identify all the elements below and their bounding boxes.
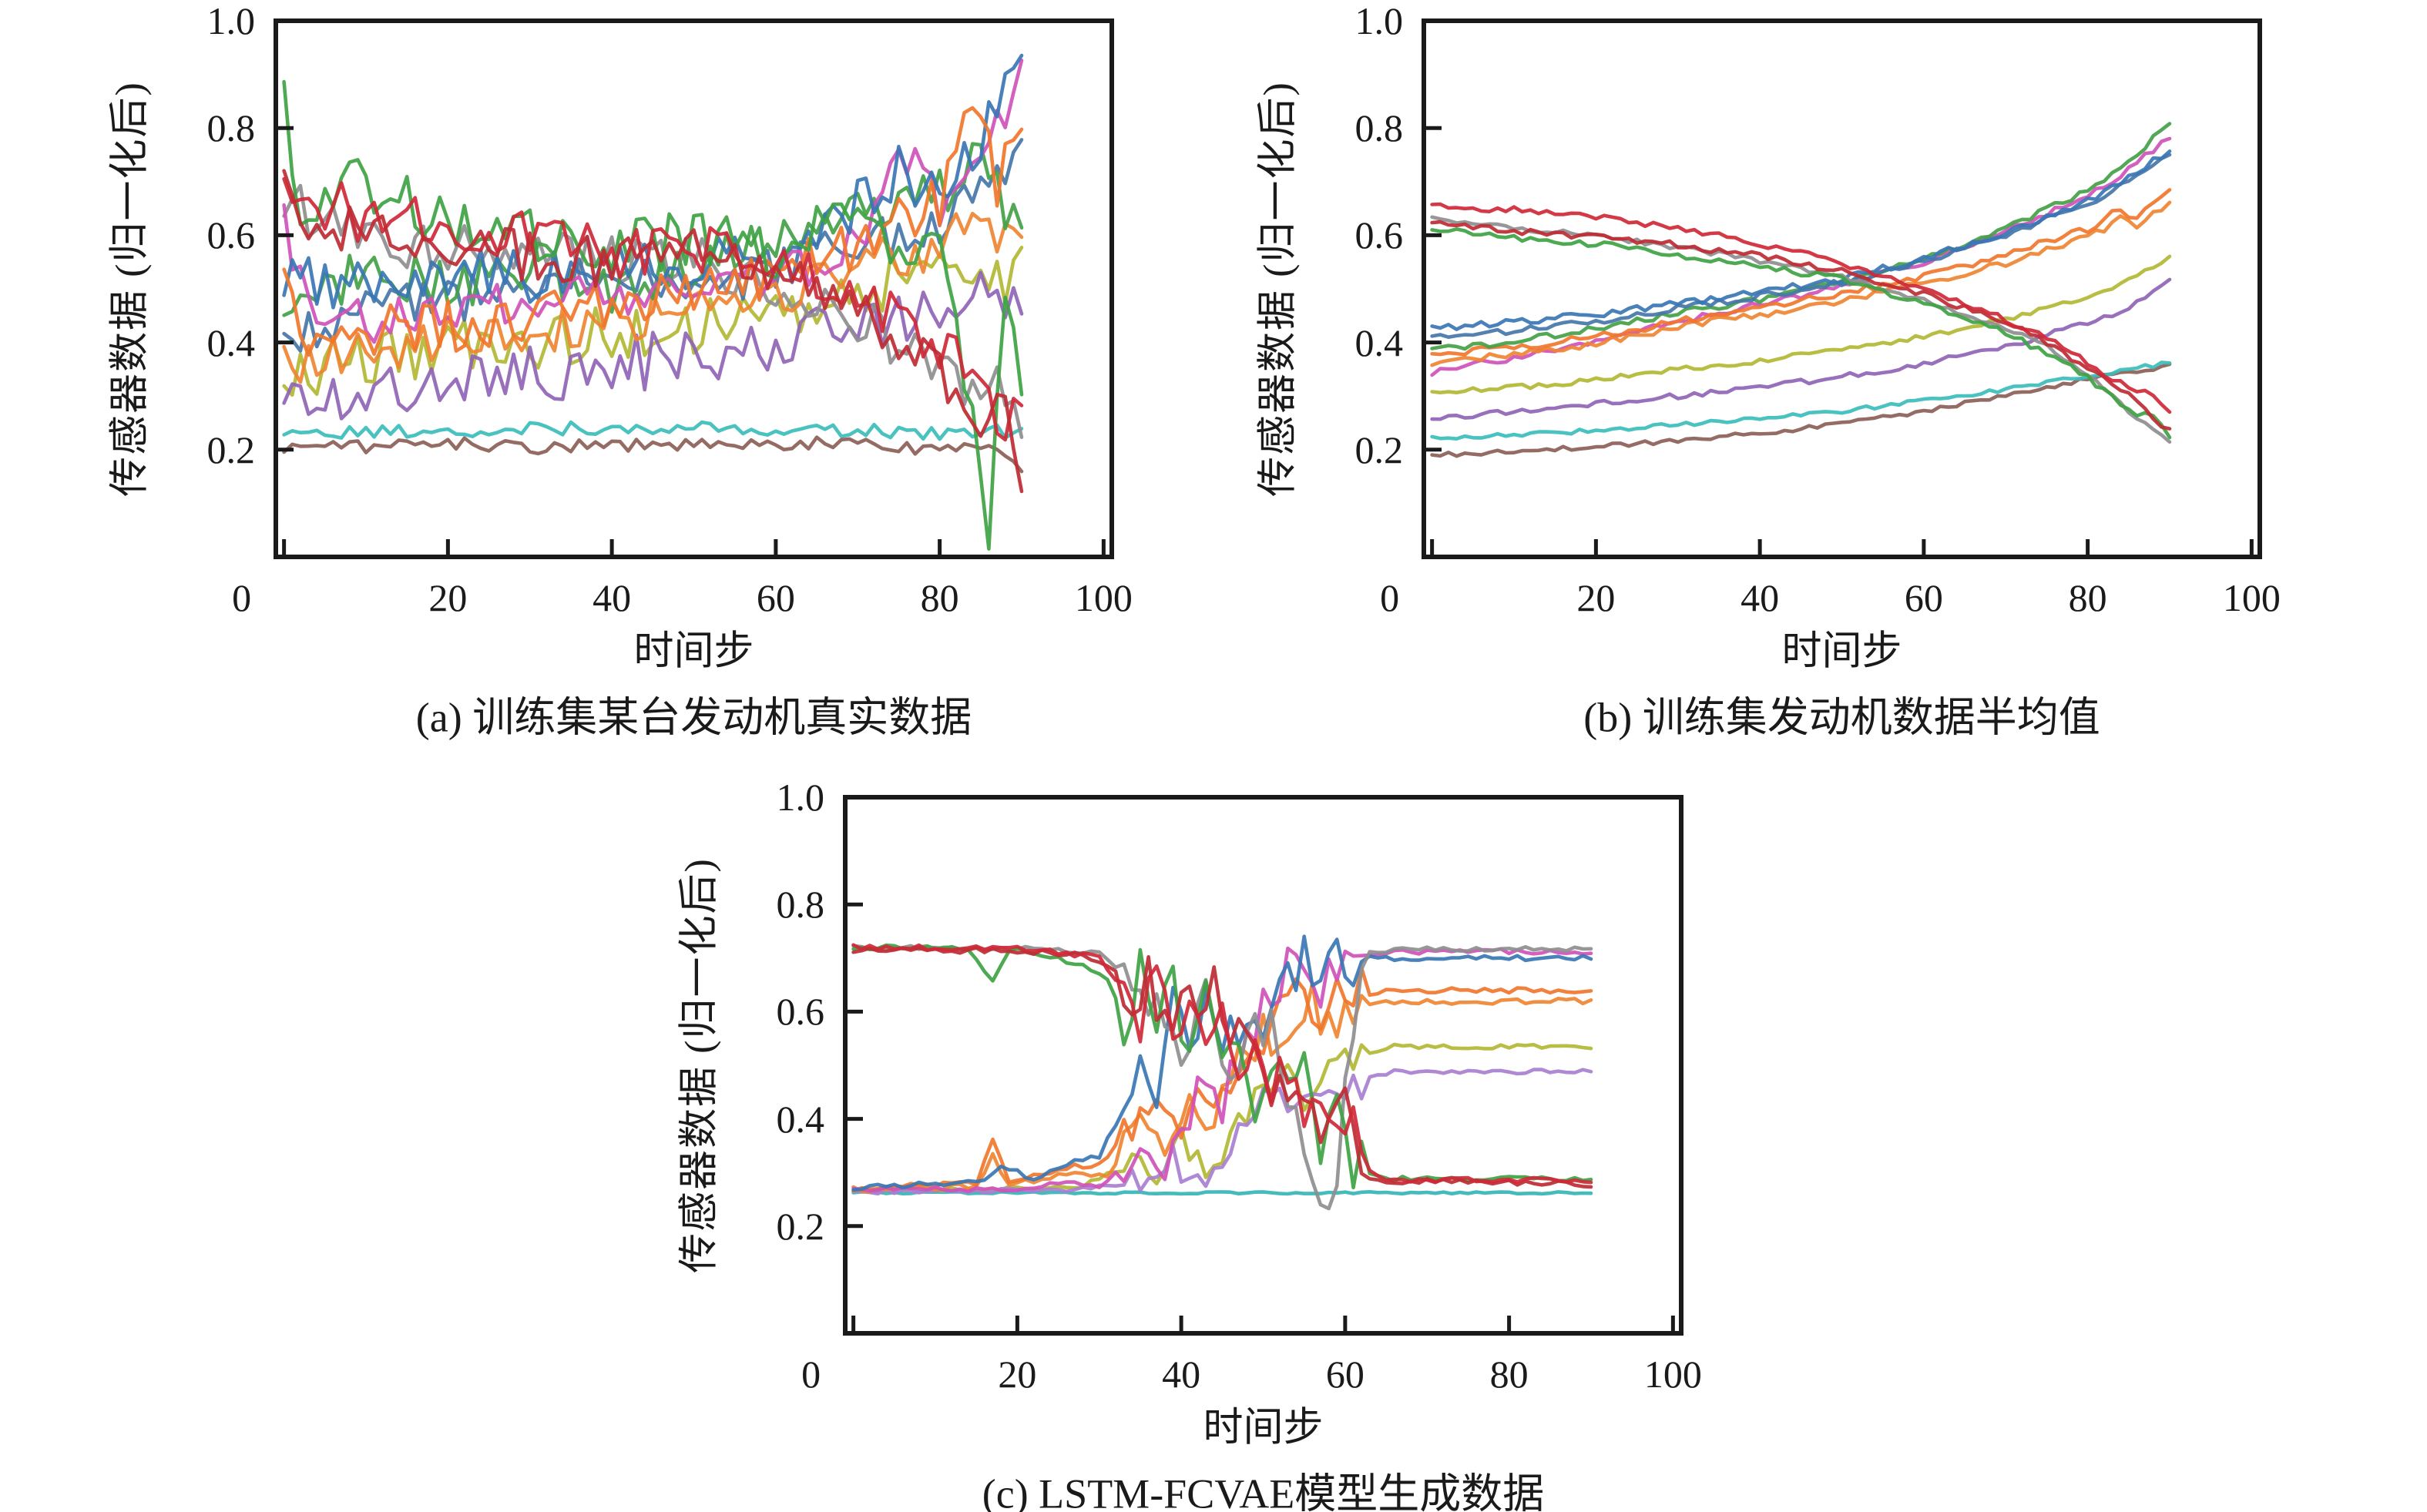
y-tick-label: 0.8 [1354, 106, 1404, 150]
x-tick-label: 60 [756, 576, 795, 619]
y-tick-label: 0.2 [206, 427, 256, 471]
x-axis-label: 时间步 [1781, 629, 1902, 674]
y-tick-label: 0.6 [776, 990, 825, 1034]
series-line-mean-purple [1430, 277, 2172, 421]
y-tick-label: 0.6 [206, 213, 256, 257]
y-axis-label: 传感器数据 (归一化后) [108, 81, 153, 497]
series-line-sensor-purple [282, 270, 1024, 421]
y-axis-label: 传感器数据 (归一化后) [1256, 81, 1301, 497]
x-tick-label: 100 [2222, 576, 2281, 619]
x-tick-label: 100 [1074, 576, 1133, 619]
y-tick-label: 0.8 [776, 883, 825, 927]
x-tick-label: 20 [998, 1353, 1037, 1396]
x-tick-label: 20 [428, 576, 468, 619]
x-tick-label: 60 [1904, 576, 1943, 619]
chart-caption: (b) 训练集发动机数据半均值 [1583, 694, 2100, 741]
plot-area-b [1422, 18, 2262, 559]
series-line-sensor-cyan [282, 420, 1024, 441]
series-line-gen-red-1 [851, 943, 1593, 1185]
plot-area-c [843, 795, 1683, 1336]
x-tick-label: 60 [1325, 1353, 1365, 1396]
series-line-mean-cyan [1430, 360, 2172, 441]
series-line-gen-orange-1 [851, 966, 1593, 1193]
y-tick-label: 0.4 [206, 320, 256, 364]
series-line-sensor-brown [282, 435, 1024, 474]
series-line-sensor-blue-2 [282, 138, 1024, 353]
x-tick-label: 80 [920, 576, 959, 619]
series-line-mean-red-2 [1430, 220, 2172, 431]
series-line-gen-magenta [851, 946, 1593, 1194]
series-line-mean-olive [1430, 254, 2172, 395]
y-tick-label: 0.2 [776, 1204, 825, 1248]
x-tick-label: 80 [2068, 576, 2107, 619]
x-tick-label: 100 [1643, 1353, 1702, 1396]
x-tick-label: 20 [1576, 576, 1616, 619]
series-line-gen-purple [851, 1068, 1593, 1196]
series-line-gen-cyan [851, 1190, 1593, 1196]
y-tick-label: 1.0 [776, 776, 825, 819]
y-tick-label: 0.8 [206, 106, 256, 150]
series-line-mean-orange-2 [1430, 200, 2172, 367]
y-tick-label: 1.0 [206, 0, 256, 42]
series-line-sensor-blue-1 [282, 53, 1024, 310]
plot-frame [843, 795, 1683, 1336]
plot-area-a [274, 18, 1114, 559]
series-line-mean-orange-1 [1430, 188, 2172, 357]
x-tick-label: 0 [232, 576, 252, 619]
series-line-mean-green-desc [1430, 227, 2172, 440]
chart-caption: (c) LSTM-FCVAE模型生成数据 [982, 1470, 1545, 1512]
series-line-sensor-orange-1 [282, 106, 1024, 357]
plot-frame [1422, 18, 2262, 559]
chart-caption: (a) 训练集某台发动机真实数据 [415, 694, 972, 741]
x-tick-label: 40 [1162, 1353, 1201, 1396]
series-line-sensor-green-2 [282, 142, 1024, 317]
y-tick-label: 1.0 [1354, 0, 1404, 42]
series-line-sensor-gray [282, 183, 1024, 440]
x-tick-label: 0 [1380, 576, 1400, 619]
x-tick-label: 0 [801, 1353, 821, 1396]
y-tick-label: 0.6 [1354, 213, 1404, 257]
plot-frame [274, 18, 1114, 559]
y-tick-label: 0.4 [776, 1097, 825, 1141]
y-tick-label: 0.4 [1354, 320, 1404, 364]
series-line-gen-gray [851, 944, 1593, 1211]
series-line-gen-green [851, 943, 1593, 1190]
series-line-sensor-red-2 [282, 169, 1024, 494]
x-tick-label: 40 [1741, 576, 1780, 619]
series-line-mean-blue-1 [1430, 149, 2172, 331]
y-axis-label: 传感器数据 (归一化后) [677, 857, 722, 1273]
x-tick-label: 40 [592, 576, 632, 619]
x-axis-label: 时间步 [1203, 1406, 1324, 1450]
series-line-mean-red-1 [1430, 202, 2172, 414]
x-tick-label: 80 [1489, 1353, 1529, 1396]
series-line-mean-brown [1430, 362, 2172, 458]
series-line-mean-magenta [1430, 136, 2172, 377]
x-axis-label: 时间步 [633, 629, 754, 674]
series-line-sensor-red-1 [282, 176, 1024, 442]
y-tick-label: 0.2 [1354, 427, 1404, 471]
series-line-mean-green-asc [1430, 122, 2172, 351]
